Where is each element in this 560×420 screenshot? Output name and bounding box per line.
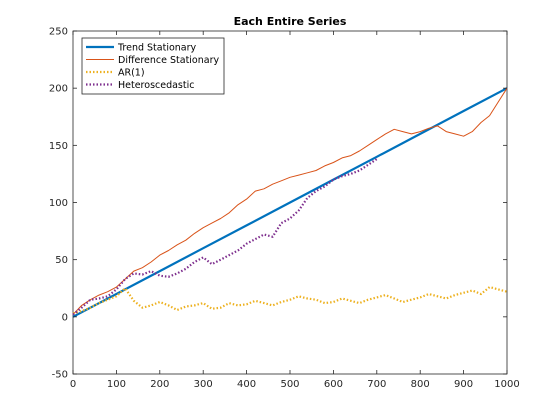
series-line-difference-stationary — [72, 87, 508, 315]
legend-label-2: AR(1) — [118, 68, 145, 79]
x-tick-label-6: 600 — [324, 379, 343, 390]
x-tick-label-3: 300 — [194, 379, 213, 390]
y-tick-label-1: 0 — [62, 312, 68, 323]
y-tick-label-2: 50 — [55, 255, 68, 266]
x-tick-label-0: 0 — [70, 379, 76, 390]
legend-label-3: Heteroscedastic — [118, 80, 194, 91]
y-tick-label-0: -50 — [52, 370, 68, 381]
legend-label-1: Difference Stationary — [118, 55, 219, 66]
legend-label-0: Trend Stationary — [117, 43, 197, 54]
x-tick-label-2: 200 — [150, 379, 169, 390]
x-tick-label-10: 1000 — [494, 379, 519, 390]
y-tick-label-5: 200 — [49, 84, 68, 95]
series-layer — [72, 87, 508, 318]
y-tick-label-4: 150 — [49, 141, 68, 152]
series-line-heteroscedastic — [72, 158, 378, 316]
x-tick-label-1: 100 — [107, 379, 126, 390]
y-tick-label-3: 100 — [49, 198, 68, 209]
x-tick-label-4: 400 — [237, 379, 256, 390]
x-tick-label-7: 700 — [367, 379, 386, 390]
y-tick-label-6: 250 — [49, 27, 68, 38]
x-tick-label-5: 500 — [280, 379, 299, 390]
ticks-layer: 0 100 200 300 400 500 600 700 800 900 1000-5005010… — [49, 27, 520, 391]
series-line-ar-1 — [72, 286, 508, 315]
x-tick-label-9: 900 — [454, 379, 473, 390]
chart-title: Each Entire Series — [234, 15, 347, 28]
x-tick-label-8: 800 — [411, 379, 430, 390]
